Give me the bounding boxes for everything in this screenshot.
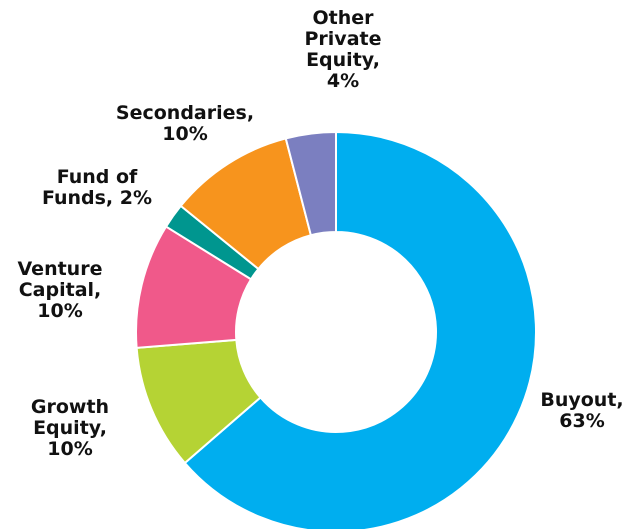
category-label: Buyout, bbox=[540, 389, 624, 411]
value-label: 10% bbox=[47, 438, 93, 460]
category-label: Fund of Funds, bbox=[41, 166, 138, 209]
value-label: 10% bbox=[162, 123, 208, 145]
slice-label: Growth Equity, 10% bbox=[20, 397, 120, 460]
donut-slice bbox=[183, 130, 537, 529]
value-label: 2% bbox=[119, 187, 153, 209]
slice-label: Buyout, 63% bbox=[527, 390, 637, 432]
category-label: Venture Capital, bbox=[17, 258, 103, 301]
slice-label: Other Private Equity, 4% bbox=[298, 8, 388, 92]
value-label: 4% bbox=[326, 70, 360, 92]
category-label: Growth Equity, bbox=[30, 396, 110, 439]
value-label: 63% bbox=[559, 410, 605, 432]
slice-label: Venture Capital, 10% bbox=[10, 259, 110, 322]
donut-slice bbox=[284, 130, 337, 237]
slice-label: Fund of Funds, 2% bbox=[38, 167, 156, 209]
category-label: Secondaries, bbox=[115, 102, 255, 124]
category-label: Other Private Equity, bbox=[304, 7, 382, 71]
value-label: 10% bbox=[37, 300, 83, 322]
slice-label: Secondaries, 10% bbox=[98, 103, 273, 145]
